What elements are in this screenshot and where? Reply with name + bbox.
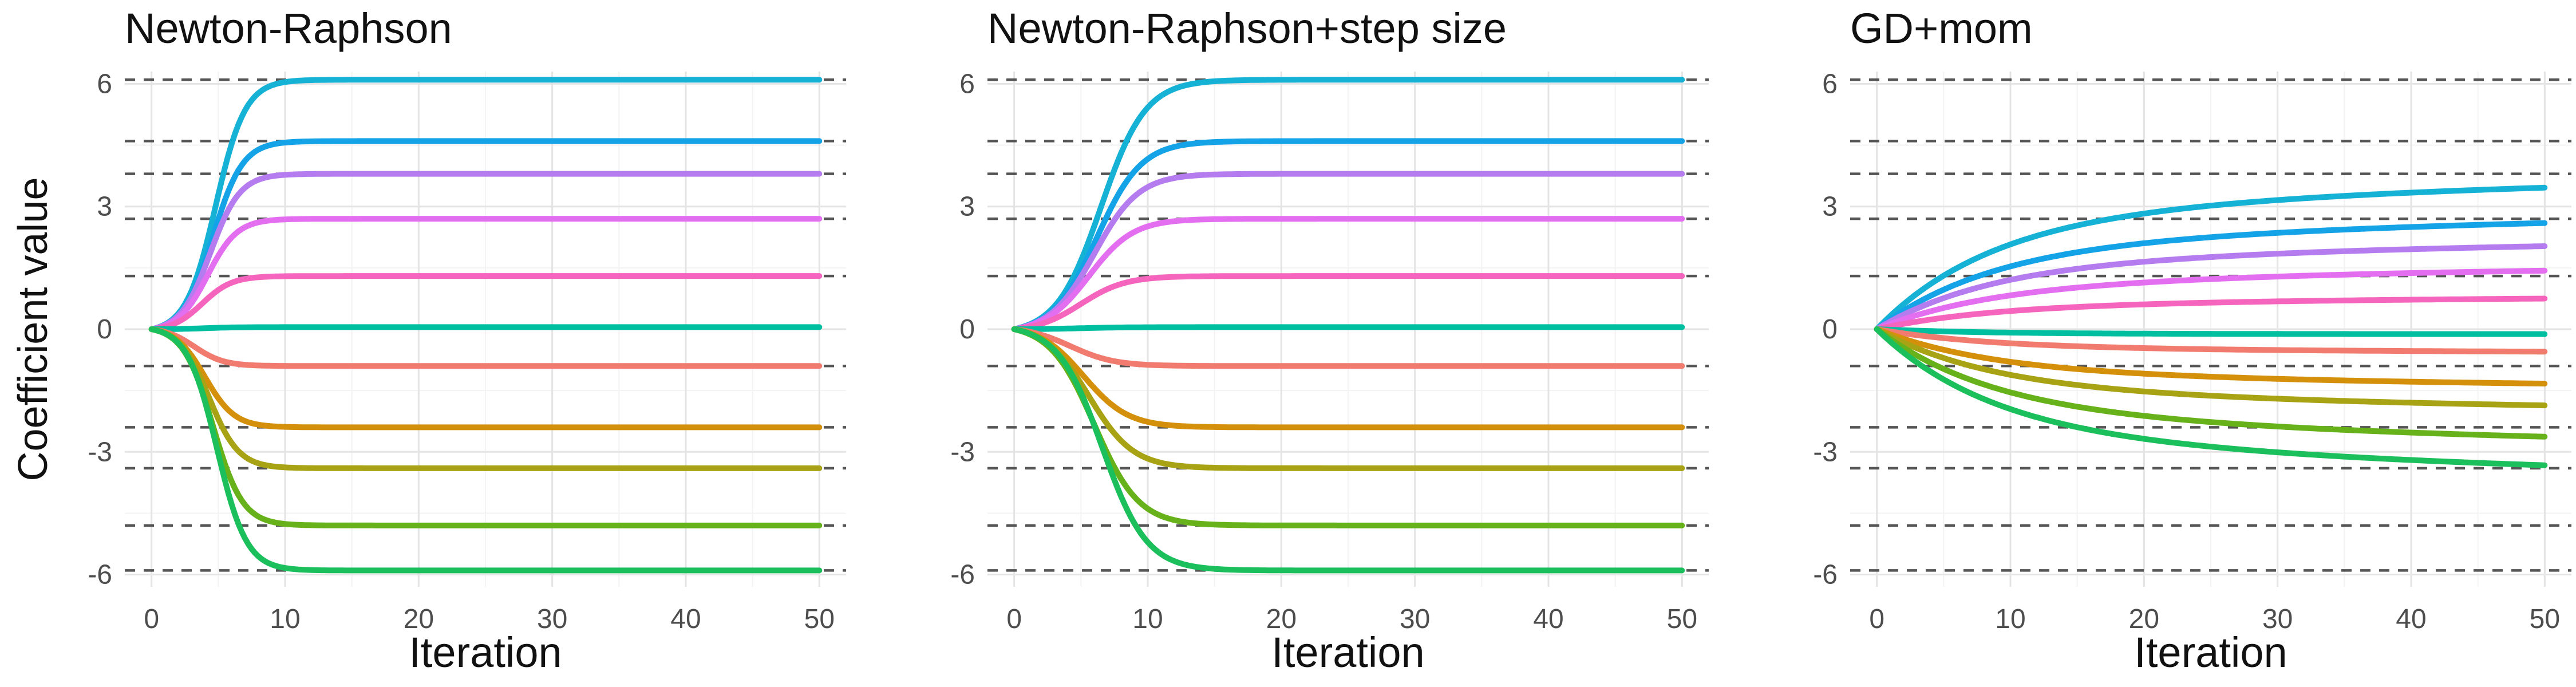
series-line-3 — [1011, 171, 1685, 332]
series-line-2 — [1874, 220, 2548, 332]
panel-newton-raphson-step-size: 0 10 20 30 40 50 -6 -3 0 3 6 Newton-Raphson+step si… — [950, 5, 1709, 676]
series-line-7 — [1011, 326, 1685, 369]
series-line-11 — [148, 326, 823, 574]
x-axis-label: Iteration — [2134, 629, 2287, 676]
y-tick-label: 3 — [959, 192, 975, 222]
series-line-10 — [1874, 326, 2548, 440]
x-axis-label: Iteration — [409, 629, 562, 676]
x-tick-label: 20 — [2129, 604, 2159, 634]
y-tick-label: 0 — [959, 314, 975, 345]
panel-title-newton-raphson: Newton-Raphson — [125, 5, 452, 52]
y-tick-label: 6 — [959, 69, 975, 99]
series-line-9 — [148, 326, 823, 471]
series-line-6 — [1011, 324, 1685, 332]
x-tick-label: 0 — [1006, 604, 1022, 634]
x-tick-label: 30 — [1400, 604, 1430, 634]
y-tick-label: 6 — [97, 69, 112, 99]
x-tick-label: 0 — [144, 604, 159, 634]
series-line-6 — [148, 324, 823, 332]
y-tick-label: 3 — [1822, 192, 1838, 222]
series-line-11 — [1874, 326, 2548, 468]
y-tick-label: 3 — [97, 192, 112, 222]
panel-newton-raphson: 0 10 20 30 40 50 -6 -3 0 3 6 Newton-Raphson Iteratio… — [88, 5, 846, 676]
series-line-7 — [1874, 326, 2548, 355]
y-axis-label: Coefficient value — [10, 177, 56, 481]
x-tick-label: 40 — [2396, 604, 2426, 634]
y-tick-label: 0 — [97, 314, 112, 345]
series-line-4 — [1011, 216, 1685, 332]
series-line-4 — [148, 216, 823, 332]
x-tick-label: 40 — [1533, 604, 1563, 634]
x-tick-label: 50 — [2530, 604, 2560, 634]
series-line-7 — [148, 326, 823, 369]
y-tick-label: -6 — [1813, 560, 1838, 590]
series-line-5 — [148, 273, 823, 332]
panel-title-gd-mom: GD+mom — [1850, 5, 2033, 52]
x-tick-label: 50 — [1667, 604, 1697, 634]
x-tick-label: 50 — [804, 604, 835, 634]
series-line-2 — [148, 138, 823, 332]
y-tick-label: 0 — [1822, 314, 1838, 345]
series-line-1 — [148, 77, 823, 332]
series-line-1 — [1011, 77, 1685, 332]
y-tick-label: 6 — [1822, 69, 1838, 99]
panel-gd-mom: 0 10 20 30 40 50 -6 -3 0 3 6 GD+mom Iteration — [1813, 5, 2571, 676]
x-tick-label: 10 — [270, 604, 300, 634]
series-line-10 — [148, 326, 823, 528]
x-tick-label: 10 — [1132, 604, 1163, 634]
series-line-5 — [1011, 273, 1685, 332]
x-tick-label: 40 — [670, 604, 701, 634]
y-tick-label: -3 — [88, 437, 112, 467]
x-tick-label: 0 — [1869, 604, 1884, 634]
x-tick-label: 30 — [537, 604, 567, 634]
series-line-3 — [148, 171, 823, 332]
x-tick-label: 10 — [1995, 604, 2025, 634]
x-tick-label: 20 — [404, 604, 434, 634]
series-line-5 — [1874, 295, 2548, 332]
series-line-4 — [1874, 267, 2548, 332]
series-line-11 — [1011, 326, 1685, 574]
series-line-9 — [1011, 326, 1685, 471]
x-tick-label: 20 — [1266, 604, 1297, 634]
y-tick-label: -6 — [950, 560, 975, 590]
y-tick-label: -3 — [950, 437, 975, 467]
series-line-2 — [1011, 138, 1685, 332]
y-tick-label: -6 — [88, 560, 112, 590]
series-line-1 — [1874, 184, 2548, 332]
series-line-3 — [1874, 243, 2548, 332]
series-line-8 — [148, 326, 823, 431]
series-line-8 — [1874, 326, 2548, 387]
y-tick-label: -3 — [1813, 437, 1838, 467]
series-line-8 — [1011, 326, 1685, 431]
series-line-6 — [1874, 326, 2548, 337]
x-axis-label: Iteration — [1271, 629, 1424, 676]
series-line-9 — [1874, 326, 2548, 409]
series-line-10 — [1011, 326, 1685, 528]
x-tick-label: 30 — [2262, 604, 2293, 634]
panel-title-newton-raphson-step-size: Newton-Raphson+step size — [987, 5, 1507, 52]
